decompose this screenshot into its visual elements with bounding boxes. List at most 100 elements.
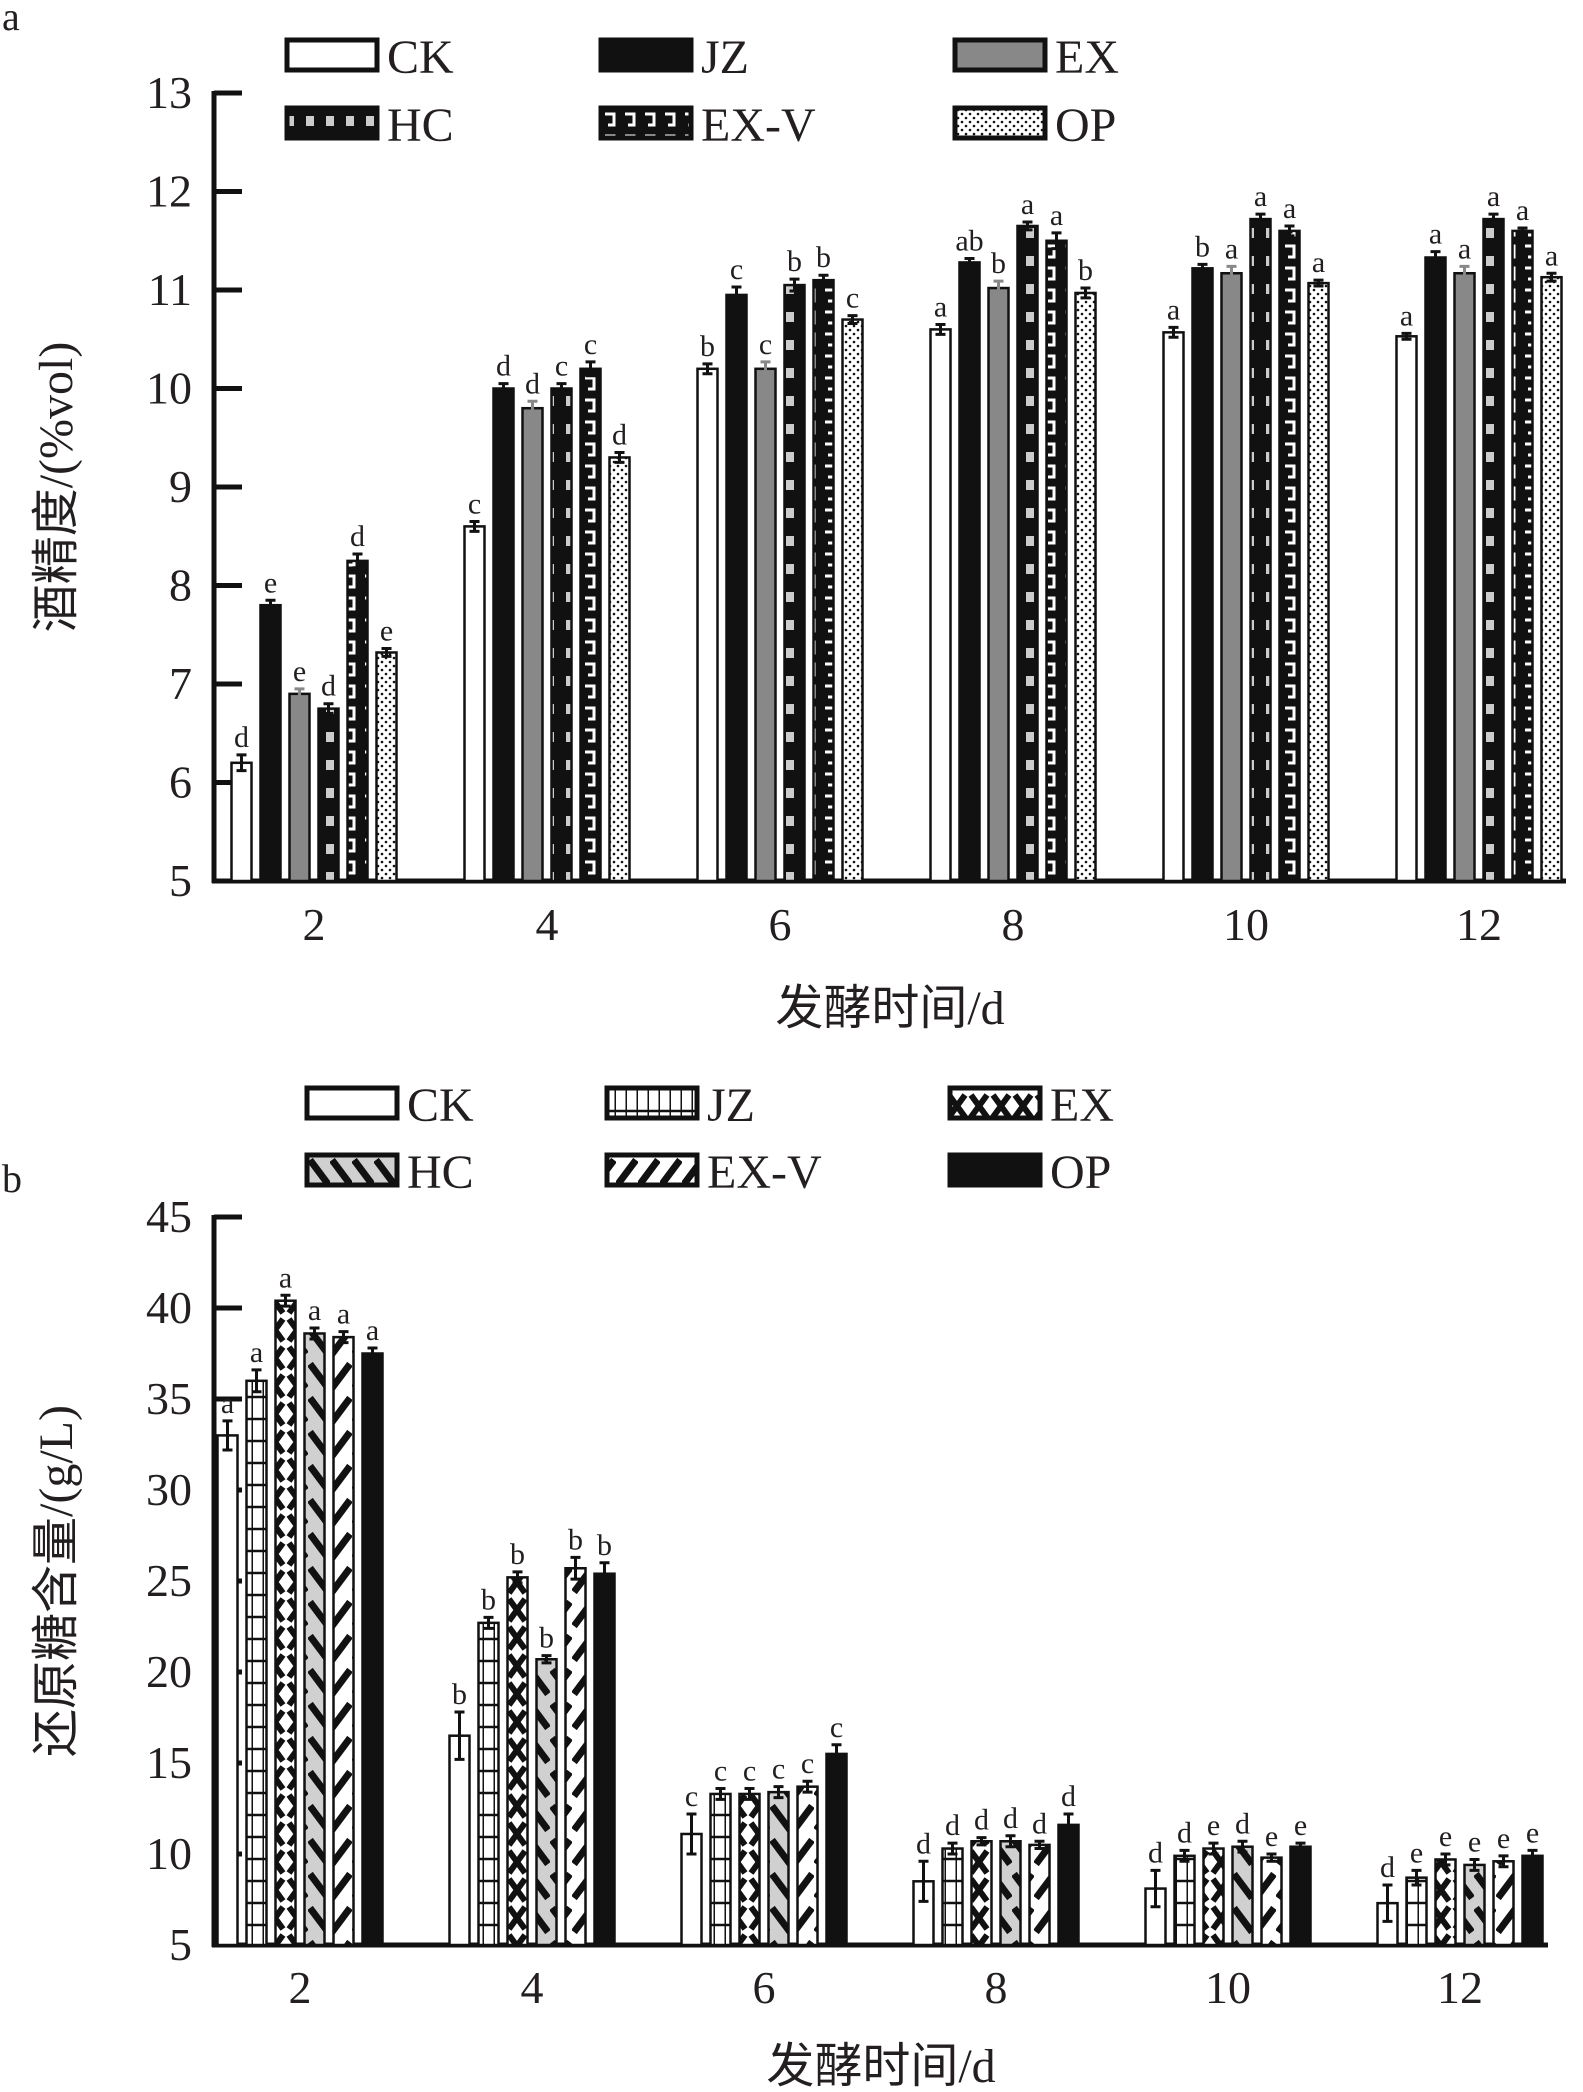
bar-jz xyxy=(709,1792,732,1947)
error-bar xyxy=(1237,1839,1248,1854)
y-axis-label: 酒精度/(%vol) xyxy=(30,342,83,633)
bar-hc xyxy=(535,1658,558,1947)
legend-label: HC xyxy=(387,99,454,152)
significance-label: e xyxy=(1497,1822,1510,1855)
significance-label: d xyxy=(1380,1851,1395,1884)
legend-swatch xyxy=(598,37,694,73)
bar-op xyxy=(1074,291,1097,883)
bar-hc xyxy=(550,387,573,883)
significance-label: e xyxy=(1265,1820,1278,1853)
bar-ex-v xyxy=(1511,229,1534,883)
error-bar xyxy=(918,1859,929,1903)
bar-ex xyxy=(274,1299,297,1947)
bar-ex xyxy=(987,286,1010,883)
error-bar xyxy=(585,360,596,378)
error-bar xyxy=(702,362,713,376)
legend-label: EX xyxy=(1050,1079,1114,1132)
y-tick-label: 10 xyxy=(146,1828,192,1879)
significance-label: d xyxy=(525,367,540,400)
significance-label: a xyxy=(1225,232,1238,265)
legend-label: JZ xyxy=(707,1079,755,1132)
legend-item-ck: CK xyxy=(304,1079,474,1132)
error-bar xyxy=(773,1785,784,1800)
bar-jz xyxy=(492,387,515,883)
bar-hc xyxy=(783,283,806,883)
y-tick-label: 11 xyxy=(148,264,192,315)
error-bar xyxy=(1197,262,1208,274)
error-bar xyxy=(1411,1868,1422,1887)
significance-label: c xyxy=(714,1754,727,1787)
significance-label: a xyxy=(1021,188,1034,221)
bar-ex-v xyxy=(346,559,369,883)
x-tick-label: 2 xyxy=(289,1962,312,2013)
error-bar xyxy=(483,1615,494,1630)
significance-label: a xyxy=(1487,180,1500,213)
significance-label: e xyxy=(1410,1836,1423,1869)
bar-jz xyxy=(245,1379,268,1947)
y-axis-label: 还原糖含量/(g/L) xyxy=(30,1405,83,1757)
significance-label: a xyxy=(366,1314,379,1347)
significance-label: a xyxy=(1312,246,1325,279)
bar-hc xyxy=(767,1790,790,1947)
error-bar xyxy=(1208,1841,1219,1856)
error-bar xyxy=(1150,1868,1161,1909)
significance-label: b xyxy=(539,1622,554,1655)
bar-jz xyxy=(1173,1854,1196,1947)
x-tick-label: 10 xyxy=(1205,1962,1251,2013)
legend-item-ex-v: EX-V xyxy=(604,1146,822,1199)
error-bar xyxy=(1313,278,1324,288)
error-bar xyxy=(1517,226,1528,236)
y-tick-label: 20 xyxy=(146,1646,192,1697)
bar-ex-v xyxy=(579,367,602,883)
error-bar xyxy=(1295,1841,1306,1852)
bar-ex xyxy=(970,1840,993,1947)
bar-ex xyxy=(754,367,777,883)
error-bar xyxy=(541,1654,552,1665)
significance-label: c xyxy=(759,328,772,361)
bar-op xyxy=(1289,1845,1312,1947)
error-bar xyxy=(1255,212,1266,226)
legend-swatch xyxy=(598,105,694,141)
bar-op xyxy=(1540,275,1563,883)
legend-label: CK xyxy=(407,1079,474,1132)
error-bar xyxy=(1498,1854,1509,1869)
legend-item-jz: JZ xyxy=(604,1079,755,1132)
significance-label: a xyxy=(1516,194,1529,227)
bar-op xyxy=(361,1352,384,1947)
significance-label: b xyxy=(597,1529,612,1562)
bar-ex-v xyxy=(1492,1860,1515,1947)
error-bar xyxy=(1034,1839,1045,1851)
significance-label: c xyxy=(772,1753,785,1786)
significance-label: d xyxy=(234,721,249,754)
bar-ck xyxy=(448,1734,471,1947)
bar-ex xyxy=(1453,272,1476,883)
significance-label: c xyxy=(730,253,743,286)
error-bar xyxy=(1401,331,1412,341)
error-bar xyxy=(744,1786,755,1801)
legend-swatch xyxy=(604,1152,700,1188)
x-tick-label: 10 xyxy=(1223,899,1269,950)
significance-label: a xyxy=(1254,180,1267,213)
significance-label: a xyxy=(1167,293,1180,326)
significance-label: a xyxy=(308,1294,321,1327)
bar-ex xyxy=(1202,1847,1225,1947)
bar-ck xyxy=(1162,331,1185,883)
significance-label: d xyxy=(1235,1807,1250,1840)
bar-jz xyxy=(259,603,282,883)
error-bar xyxy=(1382,1883,1393,1923)
error-bar xyxy=(527,399,538,417)
significance-label: c xyxy=(801,1747,814,1780)
bar-jz xyxy=(958,261,981,883)
bar-ck xyxy=(216,1434,239,1947)
error-bar xyxy=(686,1812,697,1856)
bar-ex xyxy=(506,1576,529,1947)
bar-jz xyxy=(941,1847,964,1947)
bar-hc xyxy=(999,1840,1022,1947)
bar-jz xyxy=(1405,1876,1428,1947)
error-bar xyxy=(818,273,829,287)
significance-label: c xyxy=(830,1711,843,1744)
legend-swatch xyxy=(284,105,380,141)
significance-label: a xyxy=(279,1261,292,1294)
significance-label: e xyxy=(1526,1816,1539,1849)
